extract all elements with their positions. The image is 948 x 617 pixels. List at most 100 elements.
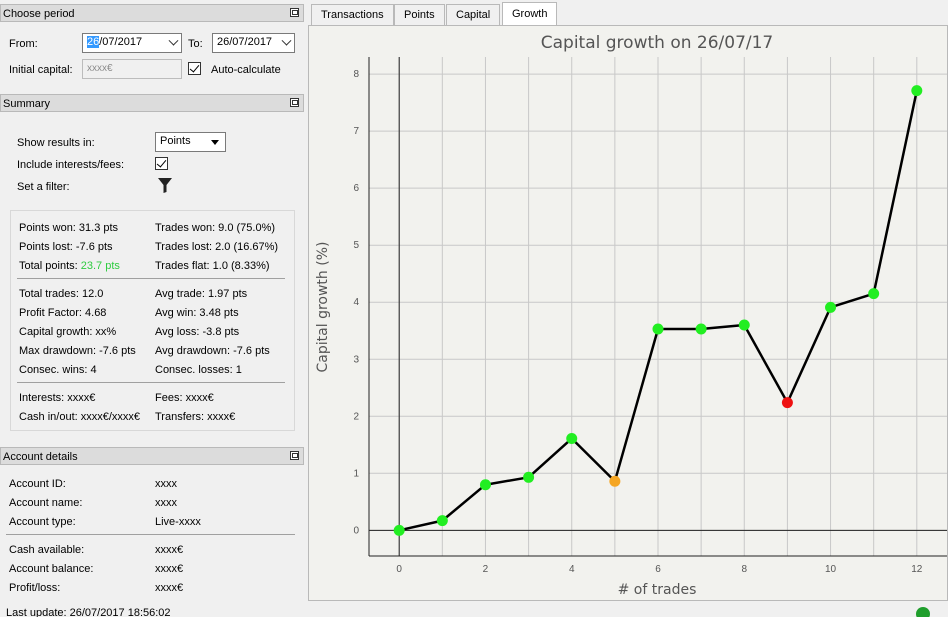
initial-capital-placeholder: xxxx€ xyxy=(87,63,113,74)
x-tick-label: 0 xyxy=(396,564,402,575)
tab-transactions[interactable]: Transactions xyxy=(311,4,394,25)
float-icon[interactable] xyxy=(290,8,299,17)
show-results-select[interactable]: Points xyxy=(155,132,226,152)
x-tick-label: 4 xyxy=(569,564,575,575)
include-interests-checkbox[interactable] xyxy=(155,157,168,170)
from-date-picker[interactable]: 26/07/2017 xyxy=(82,33,182,53)
total-trades: Total trades: 12.0 xyxy=(19,288,104,300)
avg-win: Avg win: 3.48 pts xyxy=(155,307,239,319)
y-tick-label: 3 xyxy=(353,354,359,365)
y-tick-label: 2 xyxy=(353,411,359,422)
total-points-label: Total points: xyxy=(19,260,78,272)
account-type-value: Live-xxxx xyxy=(155,516,201,528)
growth-chart-panel: 0 2 4 6 8 10 12 0 1 2 3 4 5 6 7 8 Capital growth on 26/0… xyxy=(308,25,948,601)
connection-status-indicator xyxy=(916,607,930,617)
float-icon[interactable] xyxy=(290,98,299,107)
account-type-label: Account type: xyxy=(9,516,76,528)
account-name-value: xxxx xyxy=(155,497,177,509)
x-tick-label: 10 xyxy=(825,564,837,575)
total-points: Total points: 23.7 pts xyxy=(19,260,120,272)
dropdown-arrow-icon xyxy=(211,140,219,145)
show-results-value: Points xyxy=(160,135,191,147)
filter-icon[interactable] xyxy=(157,177,173,194)
y-tick-label: 0 xyxy=(353,525,359,536)
choose-period-header: Choose period xyxy=(0,4,304,22)
x-tick-label: 6 xyxy=(655,564,661,575)
account-id-label: Account ID: xyxy=(9,478,66,490)
consec-wins: Consec. wins: 4 xyxy=(19,364,97,376)
data-point-win xyxy=(566,433,578,445)
avg-drawdown: Avg drawdown: -7.6 pts xyxy=(155,345,270,357)
account-details-title: Account details xyxy=(3,451,78,463)
x-axis-title: # of trades xyxy=(618,582,697,598)
y-tick-label: 7 xyxy=(353,126,359,137)
x-tick-label: 8 xyxy=(741,564,747,575)
divider xyxy=(6,534,295,535)
last-update: Last update: 26/07/2017 18:56:02 xyxy=(6,607,171,617)
profit-factor: Profit Factor: 4.68 xyxy=(19,307,107,319)
account-name-label: Account name: xyxy=(9,497,83,509)
x-tick-label: 12 xyxy=(911,564,923,575)
fees: Fees: xxxx€ xyxy=(155,392,214,404)
y-tick-label: 6 xyxy=(353,183,359,194)
initial-capital-label: Initial capital: xyxy=(9,64,73,76)
cash-in-out: Cash in/out: xxxx€/xxxx€ xyxy=(19,411,141,423)
tab-points[interactable]: Points xyxy=(394,4,445,25)
float-icon[interactable] xyxy=(290,451,299,460)
from-label: From: xyxy=(9,38,38,50)
tab-label: Growth xyxy=(512,8,548,20)
cash-available-label: Cash available: xyxy=(9,544,85,556)
points-won: Points won: 31.3 pts xyxy=(19,222,119,234)
tab-growth[interactable]: Growth xyxy=(502,2,558,26)
y-axis-title: Capital growth (%) xyxy=(315,242,331,373)
summary-header: Summary xyxy=(0,94,304,112)
y-tick-label: 1 xyxy=(353,468,359,479)
data-point-win xyxy=(868,288,880,300)
profit-loss-label: Profit/loss: xyxy=(9,582,61,594)
data-point-loss xyxy=(781,397,793,409)
points-lost: Points lost: -7.6 pts xyxy=(19,241,113,253)
avg-loss: Avg loss: -3.8 pts xyxy=(155,326,240,338)
data-point-win xyxy=(825,301,837,313)
chevron-down-icon xyxy=(168,35,179,46)
data-point-win xyxy=(523,471,535,483)
auto-calculate-checkbox[interactable] xyxy=(188,62,201,75)
chevron-down-icon xyxy=(281,35,292,46)
data-point-win xyxy=(738,319,750,331)
account-id-value: xxxx xyxy=(155,478,177,490)
trades-won: Trades won: 9.0 (75.0%) xyxy=(155,222,276,234)
to-label: To: xyxy=(188,38,203,50)
transfers: Transfers: xxxx€ xyxy=(155,411,236,423)
y-tick-label: 5 xyxy=(353,240,359,251)
account-details-header: Account details xyxy=(0,447,304,465)
from-date-rest: /07/2017 xyxy=(99,36,143,48)
account-balance-value: xxxx€ xyxy=(155,563,184,575)
auto-calculate-label: Auto-calculate xyxy=(211,64,281,76)
include-interests-label: Include interests/fees: xyxy=(17,159,125,171)
left-panel: Choose period From: 26/07/2017 To: 26/07… xyxy=(0,0,306,617)
initial-capital-input[interactable]: xxxx€ xyxy=(82,59,182,79)
divider xyxy=(17,382,285,383)
tab-label: Transactions xyxy=(321,9,384,21)
data-point-win xyxy=(393,524,405,536)
data-point-flat xyxy=(609,475,621,487)
avg-trade: Avg trade: 1.97 pts xyxy=(155,288,248,300)
consec-losses: Consec. losses: 1 xyxy=(155,364,242,376)
summary-title: Summary xyxy=(3,98,51,110)
trades-lost: Trades lost: 2.0 (16.67%) xyxy=(155,241,279,253)
y-tick-label: 8 xyxy=(353,69,359,80)
statistics-box: Points won: 31.3 pts Trades won: 9.0 (75… xyxy=(10,210,295,431)
divider xyxy=(17,278,285,279)
chart-title: Capital growth on 26/07/17 xyxy=(541,33,774,53)
tab-capital[interactable]: Capital xyxy=(446,4,501,25)
y-tick-label: 4 xyxy=(353,297,359,308)
from-date-selected: 26 xyxy=(87,36,100,48)
data-point-win xyxy=(695,323,707,335)
trades-flat: Trades flat: 1.0 (8.33%) xyxy=(155,260,270,272)
choose-period-title: Choose period xyxy=(3,8,75,20)
set-filter-label: Set a filter: xyxy=(17,181,70,193)
to-date-picker[interactable]: 26/07/2017 xyxy=(212,33,295,53)
to-date-value: 26/07/2017 xyxy=(217,36,273,48)
profit-loss-value: xxxx€ xyxy=(155,582,184,594)
